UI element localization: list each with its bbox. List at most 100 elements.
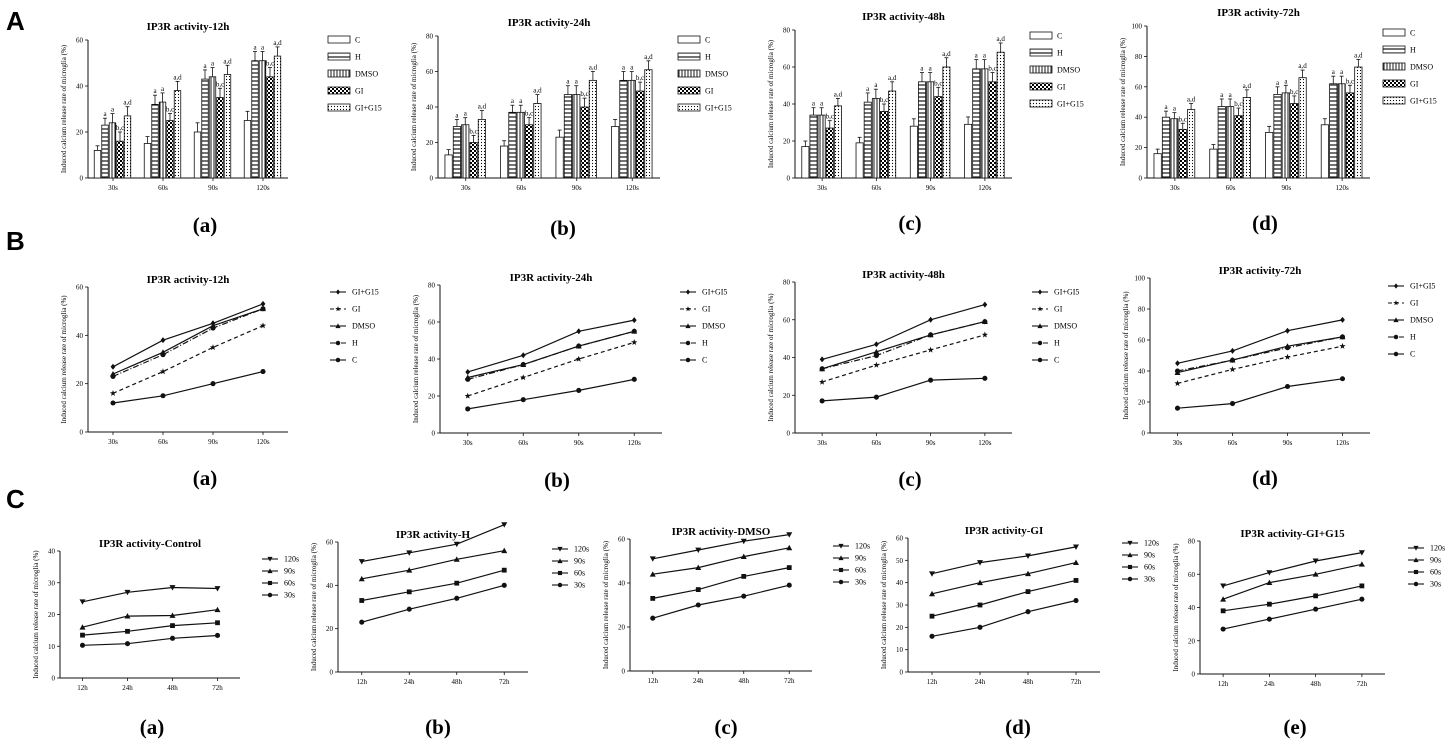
significance-label: a [929, 65, 933, 73]
data-point [1358, 561, 1365, 567]
y-tick-label: 20 [618, 624, 626, 632]
data-point [1359, 583, 1365, 589]
data-point [160, 352, 166, 358]
legend-marker [1393, 334, 1399, 340]
series-line [82, 609, 218, 628]
data-point [1073, 597, 1079, 604]
data-point [1312, 571, 1319, 577]
legend-swatch [1382, 79, 1406, 88]
data-point [631, 376, 637, 382]
y-tick-label: 0 [330, 669, 334, 677]
legend-marker [1037, 289, 1043, 295]
legend-swatch [1382, 45, 1406, 54]
data-point [982, 375, 988, 381]
legend-entry: GI+G15 [1410, 97, 1437, 106]
chart-title: IP3R activity-72h [1217, 7, 1300, 19]
chart-panel-a-b: 0 20 40 60 80 30s 60s 90s 120s Induced calcium re… [410, 17, 732, 240]
data-point [819, 366, 825, 372]
data-point [786, 544, 793, 551]
data-point [501, 522, 508, 528]
x-tick-label: 24h [404, 678, 415, 686]
significance-label: a [153, 87, 157, 95]
chart-title: IP3R activity-24h [508, 17, 591, 29]
legend-entry: GI+GI5 [1410, 282, 1435, 291]
x-tick-label: 120s [978, 184, 992, 192]
significance-label: a [575, 78, 579, 86]
panel-label: (e) [1283, 715, 1306, 739]
data-point [1229, 366, 1236, 373]
bar [611, 126, 620, 179]
series-line [652, 534, 790, 560]
series-line [82, 586, 218, 603]
data-point [359, 598, 365, 603]
bar [143, 143, 152, 179]
legend-marker [335, 340, 341, 346]
significance-label: b,c [934, 79, 942, 87]
data-point [1073, 544, 1079, 550]
chart-panel-c-b: 0 20 40 60 12h 24h 48h 72h Induced calcium relea… [310, 522, 589, 739]
data-point [79, 599, 86, 605]
bar [1153, 153, 1162, 179]
significance-label: b,c [266, 60, 274, 68]
series-line [652, 547, 790, 575]
data-point [1313, 593, 1319, 599]
significance-label: b,c [1234, 100, 1242, 108]
x-tick-label: 48h [1023, 678, 1034, 686]
chart-panel-c-a: 0 10 20 30 40 12h 24h 48h 72h Induced calcium rel… [32, 538, 299, 739]
series-line [467, 319, 635, 373]
legend-marker [557, 582, 563, 588]
bar [588, 79, 597, 179]
y-tick-label: 0 [1142, 430, 1146, 438]
bar [1209, 148, 1218, 179]
legend-entry: H [1057, 49, 1063, 58]
bar [461, 124, 470, 179]
y-tick-label: 20 [783, 392, 791, 400]
data-point [1174, 405, 1181, 411]
bar [863, 101, 872, 179]
data-point [695, 602, 701, 608]
series-line [652, 567, 790, 599]
legend-marker [685, 357, 691, 363]
x-tick-label: 90s [208, 438, 218, 446]
series-line [112, 308, 264, 377]
x-tick-label: 90s [1282, 184, 1292, 192]
y-tick-label: 20 [326, 625, 334, 633]
data-point [1220, 596, 1227, 602]
y-axis-label: Induced calcium release rate of microgli… [32, 550, 40, 679]
x-tick-label: 48h [452, 678, 463, 686]
data-point [631, 328, 637, 334]
data-point [819, 398, 825, 404]
legend-entry: GI [702, 305, 711, 314]
legend-entry: GI+G15 [705, 104, 732, 113]
bar [223, 74, 232, 179]
panel-label: (b) [544, 468, 570, 492]
panel-label: (c) [898, 211, 921, 235]
legend-marker [557, 558, 563, 564]
data-point [358, 559, 365, 565]
data-point [209, 344, 217, 351]
bar [1354, 66, 1363, 179]
legend-marker [1037, 306, 1043, 312]
x-tick-label: 24h [122, 684, 133, 692]
data-point [786, 582, 792, 588]
y-tick-label: 40 [1135, 114, 1143, 122]
series-line [112, 325, 264, 394]
data-point [501, 547, 508, 554]
chart-title: IP3R activity-24h [510, 272, 593, 284]
bar [500, 145, 509, 179]
bar [1290, 103, 1299, 179]
legend-entry: 30s [855, 578, 866, 587]
bar [1226, 106, 1235, 179]
bar [1265, 131, 1274, 179]
chart-panel-a-c: 0 20 40 60 80 30s 60s 90s 120s Induced calcium re… [767, 11, 1084, 235]
significance-label: b,c [636, 74, 644, 82]
bar [116, 140, 124, 179]
bar [1161, 116, 1171, 179]
y-tick-label: 60 [428, 319, 436, 327]
legend-entry: H [355, 53, 361, 62]
significance-label: a [566, 78, 570, 86]
x-tick-label: 90s [208, 184, 218, 192]
significance-label: a [464, 110, 468, 118]
x-tick-label: 30s [108, 438, 118, 446]
bar [1281, 92, 1290, 179]
